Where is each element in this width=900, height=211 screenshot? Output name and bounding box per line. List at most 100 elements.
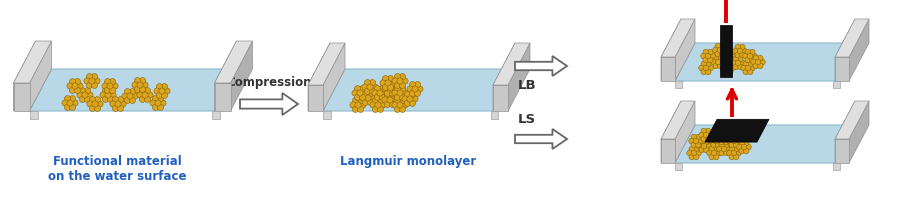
- Circle shape: [132, 93, 138, 99]
- Circle shape: [364, 95, 371, 101]
- Circle shape: [397, 78, 403, 84]
- Polygon shape: [661, 57, 675, 81]
- Circle shape: [390, 101, 396, 107]
- Circle shape: [721, 65, 726, 71]
- Polygon shape: [308, 43, 330, 111]
- Circle shape: [105, 92, 111, 98]
- Polygon shape: [515, 129, 567, 149]
- Circle shape: [691, 134, 697, 140]
- Circle shape: [97, 101, 104, 107]
- Circle shape: [85, 96, 91, 102]
- Circle shape: [740, 44, 745, 50]
- Circle shape: [65, 96, 70, 102]
- Circle shape: [719, 43, 725, 49]
- Circle shape: [698, 132, 705, 138]
- Circle shape: [400, 86, 406, 92]
- Circle shape: [124, 89, 130, 95]
- Circle shape: [412, 86, 418, 92]
- Circle shape: [387, 84, 393, 91]
- Circle shape: [727, 69, 733, 75]
- Circle shape: [414, 82, 420, 88]
- Circle shape: [706, 69, 711, 75]
- Circle shape: [107, 96, 113, 102]
- Circle shape: [711, 150, 716, 156]
- Circle shape: [694, 146, 699, 152]
- Circle shape: [716, 150, 721, 156]
- Circle shape: [733, 64, 739, 70]
- Circle shape: [142, 82, 148, 88]
- Circle shape: [67, 100, 73, 106]
- Circle shape: [410, 100, 416, 106]
- Circle shape: [717, 47, 723, 53]
- Circle shape: [124, 97, 130, 103]
- Polygon shape: [835, 19, 869, 57]
- Circle shape: [89, 78, 95, 84]
- Circle shape: [69, 87, 76, 93]
- Polygon shape: [493, 85, 508, 111]
- Circle shape: [726, 150, 733, 156]
- Circle shape: [152, 104, 158, 110]
- Circle shape: [382, 86, 388, 92]
- Circle shape: [397, 90, 403, 96]
- Circle shape: [380, 80, 386, 86]
- Circle shape: [161, 84, 167, 90]
- Text: LB: LB: [518, 79, 536, 92]
- Circle shape: [67, 83, 73, 89]
- Circle shape: [367, 91, 374, 97]
- Circle shape: [392, 86, 398, 92]
- Circle shape: [693, 138, 698, 144]
- Circle shape: [696, 150, 701, 156]
- Circle shape: [734, 142, 739, 148]
- Circle shape: [706, 136, 711, 142]
- Circle shape: [85, 88, 91, 94]
- Bar: [832, 81, 840, 88]
- Polygon shape: [508, 43, 530, 111]
- Circle shape: [706, 150, 712, 156]
- Circle shape: [725, 146, 732, 152]
- Circle shape: [710, 53, 716, 59]
- Circle shape: [397, 102, 403, 108]
- Circle shape: [157, 84, 163, 90]
- Polygon shape: [14, 41, 35, 111]
- Text: Functional material
on the water surface: Functional material on the water surface: [48, 155, 186, 183]
- Circle shape: [107, 88, 113, 94]
- Circle shape: [390, 82, 396, 88]
- Circle shape: [735, 150, 742, 156]
- Circle shape: [69, 104, 76, 110]
- Circle shape: [380, 86, 385, 92]
- Circle shape: [137, 92, 143, 98]
- Circle shape: [390, 93, 396, 99]
- Circle shape: [714, 146, 719, 152]
- Circle shape: [375, 102, 381, 108]
- Circle shape: [355, 94, 361, 100]
- Circle shape: [363, 99, 369, 106]
- Circle shape: [384, 82, 391, 88]
- Circle shape: [701, 143, 706, 149]
- Polygon shape: [14, 83, 30, 111]
- Circle shape: [414, 90, 420, 96]
- Circle shape: [701, 61, 706, 67]
- Text: Compression: Compression: [226, 76, 311, 89]
- Circle shape: [94, 97, 101, 103]
- Circle shape: [734, 146, 739, 152]
- Circle shape: [740, 52, 745, 58]
- Circle shape: [723, 69, 728, 75]
- Circle shape: [731, 150, 737, 156]
- Circle shape: [357, 106, 364, 112]
- Circle shape: [703, 49, 708, 55]
- Circle shape: [394, 74, 400, 80]
- Circle shape: [134, 78, 140, 84]
- Circle shape: [732, 53, 737, 59]
- Polygon shape: [214, 83, 230, 111]
- Circle shape: [748, 61, 753, 67]
- Polygon shape: [675, 125, 855, 163]
- Circle shape: [157, 92, 163, 98]
- Circle shape: [717, 138, 724, 144]
- Circle shape: [84, 78, 90, 84]
- Circle shape: [701, 53, 706, 59]
- Circle shape: [140, 88, 146, 94]
- Circle shape: [725, 57, 731, 63]
- Circle shape: [362, 90, 368, 96]
- Circle shape: [742, 48, 747, 54]
- Circle shape: [750, 65, 755, 71]
